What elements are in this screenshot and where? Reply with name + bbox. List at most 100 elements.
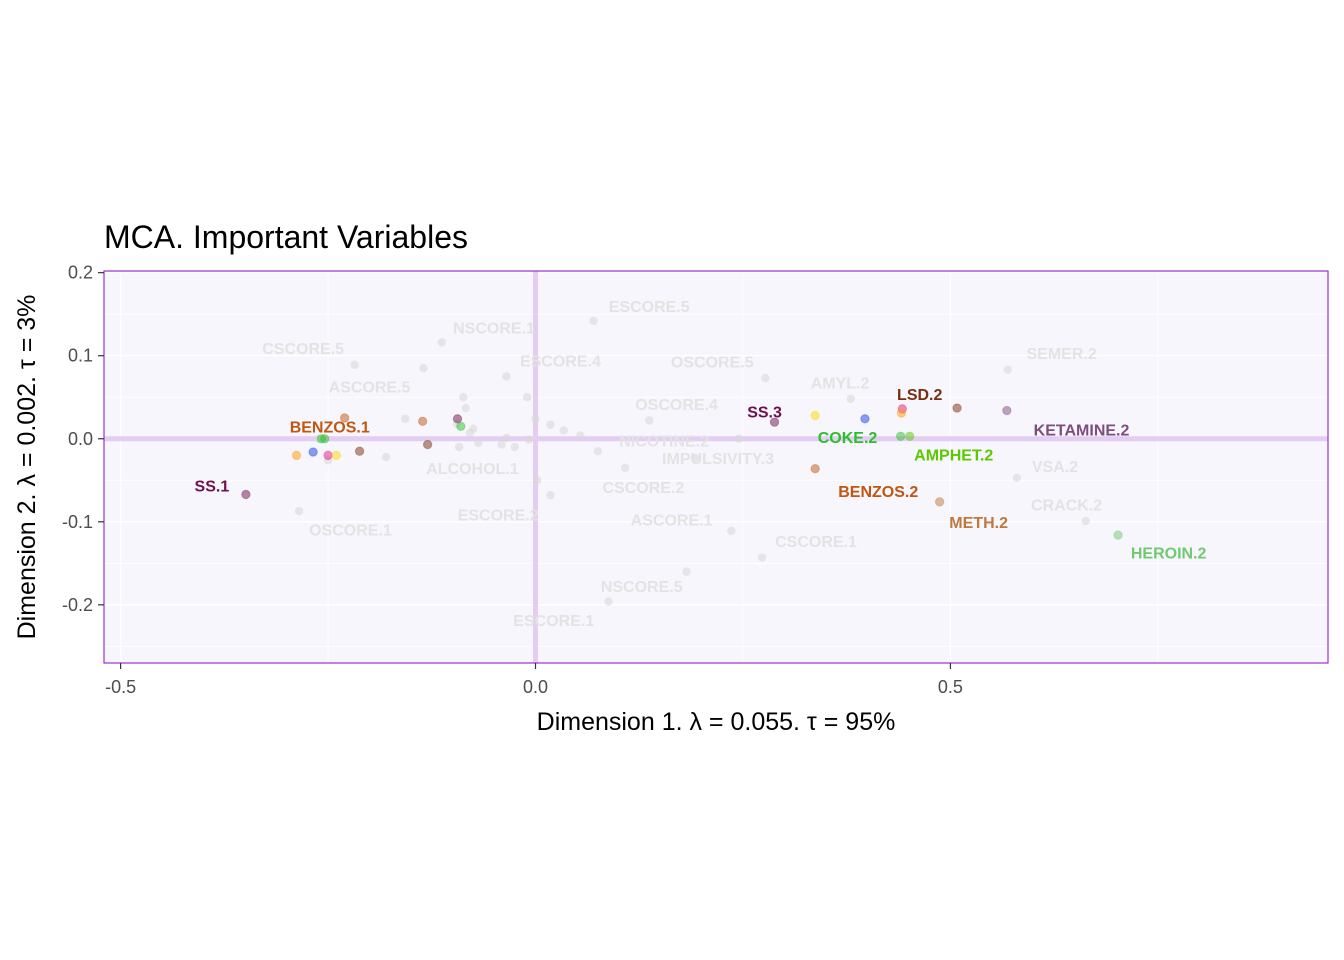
faded-point (1081, 516, 1090, 526)
category-point (895, 431, 906, 441)
faded-point (604, 597, 613, 606)
faded-point (727, 526, 736, 536)
faded-label-ascore-5: ASCORE.5 (329, 379, 411, 396)
faded-label-ascore-1: ASCORE.1 (631, 512, 713, 529)
faded-label-nscore-5: NSCORE.5 (601, 579, 683, 596)
category-point (417, 416, 428, 427)
y-tick-label: -0.1 (62, 512, 93, 532)
category-point (331, 450, 342, 461)
faded-label-amyl-2: AMYL.2 (811, 375, 870, 392)
faded-label-oscore-4: OSCORE.4 (635, 397, 718, 414)
faded-point (1012, 473, 1022, 482)
category-point (354, 446, 365, 456)
faded-label-escore-1: ESCORE.1 (513, 613, 594, 630)
chart-title: MCA. Important Variables (104, 219, 468, 255)
label-heroin-2: HEROIN.2 (1131, 546, 1207, 563)
label-ss-3: SS.3 (747, 404, 782, 421)
x-tick-label: 0.5 (938, 677, 963, 697)
faded-point (454, 442, 464, 452)
x-axis-title: Dimension 1. λ = 0.055. τ = 95% (537, 708, 896, 736)
faded-point (465, 428, 475, 438)
faded-point (761, 373, 770, 383)
category-point (241, 489, 251, 500)
faded-label-cscore-5: CSCORE.5 (262, 341, 344, 358)
category-point (769, 417, 780, 427)
highlighted-labels: SS.1 BENZOS.1 SS.3 COKE.2 LSD.2 KETAMINE.2 AMP… (195, 387, 1207, 563)
faded-label-nscore-1: NSCORE.1 (453, 320, 535, 337)
faded-label-escore-2: ESCORE.2 (458, 507, 539, 524)
faded-label-semer-2: SEMER.2 (1026, 346, 1096, 363)
label-ss-1: SS.1 (195, 478, 230, 495)
faded-label-crack-2: CRACK.2 (1031, 497, 1102, 514)
label-benzos-2: BENZOS.2 (838, 484, 918, 501)
faded-point (510, 442, 519, 452)
label-benzos-1: BENZOS.1 (290, 419, 370, 436)
label-meth-2: METH.2 (949, 515, 1008, 532)
faded-point (474, 438, 483, 448)
faded-label-alcohol-1: ALCOHOL.1 (426, 461, 519, 478)
faded-point (401, 414, 410, 424)
x-tick-label: 0.0 (523, 677, 548, 697)
reference-lines (104, 271, 1328, 663)
faded-label-nicotine-2: NICOTINE.2 (619, 433, 709, 450)
faded-point (576, 431, 585, 440)
category-point (905, 431, 915, 441)
faded-point (757, 553, 767, 562)
highlighted-points (241, 403, 1123, 540)
faded-label-oscore-5: OSCORE.5 (671, 355, 754, 372)
faded-point (502, 372, 511, 381)
faded-point (461, 403, 471, 413)
y-tick-label: -0.2 (62, 595, 93, 615)
faded-label-cscore-2: CSCORE.2 (602, 480, 684, 497)
category-point (291, 450, 302, 461)
label-ketamine-2: KETAMINE.2 (1034, 423, 1130, 440)
faded-point (294, 506, 304, 516)
faded-point (690, 453, 700, 463)
faded-point (546, 420, 555, 429)
faded-point (620, 463, 630, 473)
faded-label-vsa-2: VSA.2 (1032, 459, 1078, 476)
category-point (456, 421, 466, 432)
label-amphet-2: AMPHET.2 (914, 448, 993, 465)
faded-point (532, 476, 542, 485)
category-point (1002, 405, 1012, 416)
x-tick-label: -0.5 (105, 677, 136, 697)
category-point (339, 413, 350, 423)
faded-point (734, 434, 744, 443)
y-axis-title: Dimension 2. λ = 0.002. τ = 3% (13, 295, 41, 640)
faded-point (524, 435, 534, 444)
category-point (323, 450, 333, 461)
faded-point (531, 414, 540, 424)
faded-point (546, 491, 555, 500)
category-point (810, 410, 820, 421)
faded-label-escore-5: ESCORE.5 (609, 299, 690, 316)
faded-point (559, 426, 568, 435)
faded-label-impulsivity-3: IMPULSIVITY.3 (662, 451, 774, 468)
category-point (896, 408, 907, 418)
plot-panel-border (103, 270, 1329, 664)
faded-point (419, 363, 428, 373)
faded-point (644, 416, 654, 425)
category-point (860, 414, 870, 424)
faded-point (589, 316, 598, 326)
faded-labels: ESCORE.5 NSCORE.1 CSCORE.5 ESCORE.4 OSCORE.5… (262, 299, 1102, 630)
y-axis-ticks: 0.2 0.1 0.0 -0.1 -0.2 (62, 263, 104, 615)
faded-point (459, 393, 468, 402)
category-point (934, 497, 945, 507)
faded-point (497, 440, 506, 449)
category-point (1113, 530, 1123, 540)
faded-point (846, 394, 856, 404)
faded-label-oscore-1: OSCORE.1 (309, 522, 392, 539)
category-point (308, 447, 318, 457)
faded-point (1003, 365, 1012, 375)
plot-panel (104, 271, 1328, 663)
y-tick-label: 0.0 (68, 429, 93, 449)
faded-label-cscore-1: CSCORE.1 (775, 534, 857, 551)
faded-point (682, 567, 691, 576)
faded-points (294, 316, 1090, 606)
faded-point (523, 393, 532, 402)
y-tick-label: 0.2 (68, 263, 93, 283)
faded-point (381, 452, 391, 462)
category-point (952, 403, 962, 413)
